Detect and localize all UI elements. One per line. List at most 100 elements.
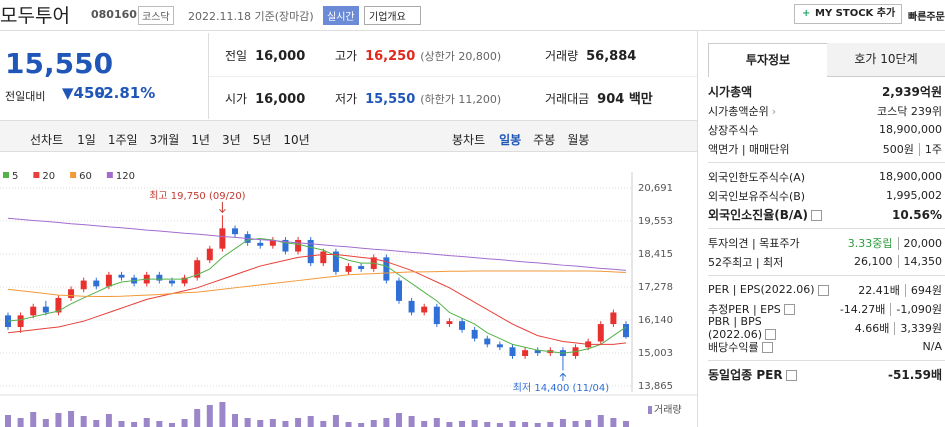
volume-bar <box>17 418 24 427</box>
candle-body <box>68 289 75 298</box>
period-tab[interactable]: 1일 <box>77 133 96 147</box>
stat: 거래대금 904 백만 <box>545 88 653 107</box>
candle-tab[interactable]: 일봉 <box>499 133 522 147</box>
stat: 거래량 56,884 <box>545 45 636 64</box>
legend-label: 5 <box>12 171 18 182</box>
candle-body <box>471 329 478 339</box>
candle-body <box>509 347 516 356</box>
info-label: 추정PER | EPS <box>708 301 795 317</box>
volume-bar <box>68 411 75 427</box>
info-row: 외국인한도주식수(A) 18,900,000 <box>708 167 945 186</box>
period-tab[interactable]: 1년 <box>191 133 210 147</box>
info-label-text: 액면가 | 매매단위 <box>708 142 790 156</box>
candle-tab[interactable]: 주봉 <box>533 133 556 147</box>
stat-value: 16,000 <box>255 49 306 64</box>
current-price: 15,550 <box>5 47 114 80</box>
period-tab[interactable]: 1주일 <box>107 133 138 147</box>
info-label-text: PER | EPS(2022.06) <box>708 283 815 296</box>
info-row: 시가총액순위 › 코스닥 239위 <box>708 101 945 120</box>
info-label: 배당수익률 <box>708 339 773 355</box>
volume-bar <box>131 422 138 427</box>
quick-order[interactable]: 빠른주문 <box>908 12 945 23</box>
info-group: 시가총액 2,939억원 시가총액순위 › 코스닥 239위 상장주식수 18,900,00… <box>708 78 945 163</box>
divider <box>209 76 697 77</box>
volume-bar <box>93 420 100 427</box>
info-label-text: 추정PER | EPS <box>708 302 781 316</box>
info-row: 외국인소진율(B/A) 10.56% <box>708 205 945 224</box>
info-value-text: 2,939억원 <box>881 85 942 99</box>
help-icon <box>765 329 777 340</box>
volume-bar <box>484 422 491 427</box>
info-tab-active[interactable]: 투자정보 <box>708 43 828 77</box>
change-pct: -2.81% <box>97 84 156 102</box>
info-value: 26,100 14,350 <box>854 255 942 268</box>
legend-label: 60 <box>79 171 92 182</box>
candle-body <box>17 315 24 327</box>
volume-bar <box>623 421 629 427</box>
stat-sub: (하한가 11,200) <box>420 93 502 106</box>
stat-value: 56,884 <box>586 49 637 64</box>
volume-bar <box>585 420 592 427</box>
volume-bar <box>244 418 251 427</box>
stat: 전일 16,000 <box>225 45 305 64</box>
low-arrow <box>559 372 567 381</box>
info-label: PER | EPS(2022.06) <box>708 283 829 296</box>
info-value: 1,995,002 <box>886 189 942 202</box>
volume-bar <box>345 422 352 427</box>
period-tab[interactable]: 3개월 <box>149 133 180 147</box>
overview-dropdown[interactable]: 기업개요 <box>364 6 421 25</box>
info-value-text: 500원 <box>882 142 914 156</box>
candle-body <box>257 242 264 246</box>
info-row: 시가총액 2,939억원 <box>708 82 945 101</box>
volume-label: 거래량 <box>654 404 682 416</box>
info-label: 52주최고 | 최저 <box>708 254 783 270</box>
info-label-text: 52주최고 | 최저 <box>708 255 784 269</box>
realtime-badge[interactable]: 실시간 <box>323 6 359 25</box>
candle-body <box>623 324 629 338</box>
candle-body <box>30 306 37 316</box>
candle-body <box>269 239 276 246</box>
candle-body <box>105 274 112 287</box>
period-tab[interactable]: 5년 <box>252 133 272 147</box>
volume-bar <box>181 419 188 427</box>
volume-bar <box>496 423 503 427</box>
mystock-button[interactable]: + MY STOCK 추가 <box>794 4 903 24</box>
y-tick-label: 20,691 <box>638 183 673 194</box>
volume-bar <box>194 409 201 427</box>
stat-label: 전일 <box>225 49 248 63</box>
info-row: 상장주식수 18,900,000 <box>708 120 945 139</box>
period-tab[interactable]: 3년 <box>221 133 241 147</box>
stat-value: 16,000 <box>255 92 306 107</box>
market-badge: 코스닥 <box>138 6 174 25</box>
base-date: 2022.11.18 기준(장마감) <box>188 10 314 23</box>
candle-body <box>42 306 49 313</box>
info-tab[interactable]: 호가 10단계 <box>827 43 945 77</box>
info-value: -51.59배 <box>888 366 942 383</box>
volume-bar <box>42 419 49 427</box>
tab-label: 봉차트 <box>452 133 486 147</box>
candle-body <box>395 280 402 301</box>
candle-tab[interactable]: 월봉 <box>567 133 590 147</box>
candle-body <box>408 300 415 313</box>
tab-label: 선차트 <box>30 133 64 147</box>
volume-bar <box>446 422 453 427</box>
volume-bar <box>395 413 402 427</box>
candle-body <box>156 274 163 281</box>
stat-label: 거래대금 <box>545 92 590 106</box>
info-group: 투자의견 | 목표주가 3.33중립 20,000 52주최고 | 최저 26,100 1… <box>708 229 945 276</box>
y-tick-label: 13,865 <box>638 381 673 392</box>
info-value-text: 10.56% <box>892 207 942 222</box>
volume-bar <box>295 418 302 427</box>
stat-label: 저가 <box>335 92 358 106</box>
candle-body <box>168 280 175 284</box>
info-value: 500원 1주 <box>883 141 942 157</box>
legend-label: 120 <box>116 171 135 182</box>
y-tick-label: 18,415 <box>638 249 673 260</box>
volume-bar <box>509 421 516 427</box>
volume-bar <box>459 421 466 427</box>
info-value: 2,939억원 <box>882 83 942 100</box>
period-tab[interactable]: 10년 <box>283 133 310 147</box>
candle-body <box>232 228 239 235</box>
info-value-text: 22.41배 <box>858 283 900 297</box>
